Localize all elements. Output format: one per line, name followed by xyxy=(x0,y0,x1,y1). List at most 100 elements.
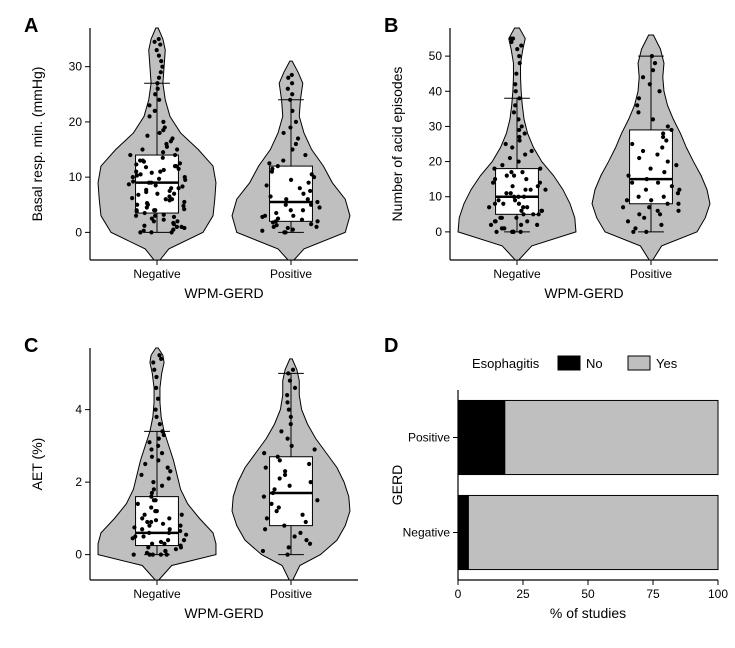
data-point xyxy=(173,164,177,168)
data-point xyxy=(300,218,304,222)
data-point xyxy=(167,194,171,198)
data-point xyxy=(171,228,175,232)
data-point xyxy=(500,163,504,167)
data-point xyxy=(290,109,294,113)
ytick-label: 40 xyxy=(429,84,443,98)
data-point xyxy=(161,150,165,154)
data-point xyxy=(291,228,295,232)
data-point xyxy=(487,205,491,209)
data-point xyxy=(285,553,289,557)
data-point xyxy=(531,212,535,216)
data-point xyxy=(645,177,649,181)
data-point xyxy=(145,520,149,524)
data-point xyxy=(163,549,167,553)
data-point xyxy=(147,524,151,528)
data-point xyxy=(152,40,156,44)
ytick-label: 10 xyxy=(69,170,83,184)
data-point xyxy=(514,89,518,93)
data-point xyxy=(146,545,150,549)
data-point xyxy=(288,98,292,102)
data-point xyxy=(180,184,184,188)
data-point xyxy=(159,70,163,74)
data-point xyxy=(301,192,305,196)
data-point xyxy=(144,188,148,192)
data-point xyxy=(183,175,187,179)
data-point xyxy=(666,159,670,163)
data-point xyxy=(516,117,520,121)
data-point xyxy=(505,174,509,178)
data-point xyxy=(158,422,162,426)
y-axis-title: AET (%) xyxy=(29,438,45,491)
data-point xyxy=(662,195,666,199)
data-point xyxy=(660,145,664,149)
data-point xyxy=(167,531,171,535)
data-point xyxy=(517,128,521,132)
data-point xyxy=(133,534,137,538)
data-point xyxy=(677,188,681,192)
data-point xyxy=(154,415,158,419)
data-point xyxy=(285,400,289,404)
data-point xyxy=(143,462,147,466)
ytick-label: 10 xyxy=(429,190,443,204)
data-point xyxy=(260,229,264,233)
data-point xyxy=(642,216,646,220)
xtick-label: 0 xyxy=(455,587,462,601)
data-point xyxy=(509,36,513,40)
data-point xyxy=(314,225,318,229)
data-point xyxy=(127,182,131,186)
panel-C: C024AET (%)NegativePositiveWPM-GERD xyxy=(18,330,368,630)
data-point xyxy=(168,527,172,531)
data-point xyxy=(135,208,139,212)
data-point xyxy=(161,522,165,526)
xtick-label: Positive xyxy=(270,587,312,601)
data-point xyxy=(657,89,661,93)
data-point xyxy=(520,170,524,174)
data-point xyxy=(288,125,292,129)
data-point xyxy=(493,202,497,206)
data-point xyxy=(178,543,182,547)
data-point xyxy=(150,491,154,495)
data-point xyxy=(637,195,641,199)
data-point xyxy=(166,538,170,542)
data-point xyxy=(182,200,186,204)
data-point xyxy=(309,203,313,207)
data-point xyxy=(310,172,314,176)
data-point xyxy=(154,408,158,412)
data-point xyxy=(525,205,529,209)
data-point xyxy=(282,131,286,135)
xtick-label: Positive xyxy=(630,267,672,281)
data-point xyxy=(656,181,660,185)
data-point xyxy=(496,198,500,202)
data-point xyxy=(636,110,640,114)
panel-A: A0102030Basal resp. min. (mmHg)NegativeP… xyxy=(18,10,368,310)
data-point xyxy=(155,48,159,52)
data-point xyxy=(289,422,293,426)
data-point xyxy=(152,208,156,212)
x-axis-title: WPM-GERD xyxy=(544,285,623,301)
data-point xyxy=(522,195,526,199)
data-point xyxy=(306,197,310,201)
data-point xyxy=(641,75,645,79)
data-point xyxy=(166,466,170,470)
legend-label: No xyxy=(586,356,603,371)
data-point xyxy=(156,458,160,462)
panel-B: B01020304050Number of acid episodesNegat… xyxy=(378,10,728,310)
data-point xyxy=(149,505,153,509)
data-point xyxy=(303,153,307,157)
data-point xyxy=(174,547,178,551)
data-point xyxy=(511,230,515,234)
data-point xyxy=(284,197,288,201)
data-point xyxy=(521,212,525,216)
data-point xyxy=(142,224,146,228)
data-point xyxy=(171,221,175,225)
data-point xyxy=(169,186,173,190)
x-axis-title: % of studies xyxy=(550,605,626,621)
data-point xyxy=(521,205,525,209)
data-point xyxy=(131,179,135,183)
data-point xyxy=(157,177,161,181)
box-positive xyxy=(270,457,313,526)
data-point xyxy=(149,447,153,451)
data-point xyxy=(167,476,171,480)
data-point xyxy=(665,202,669,206)
data-point xyxy=(145,201,149,205)
